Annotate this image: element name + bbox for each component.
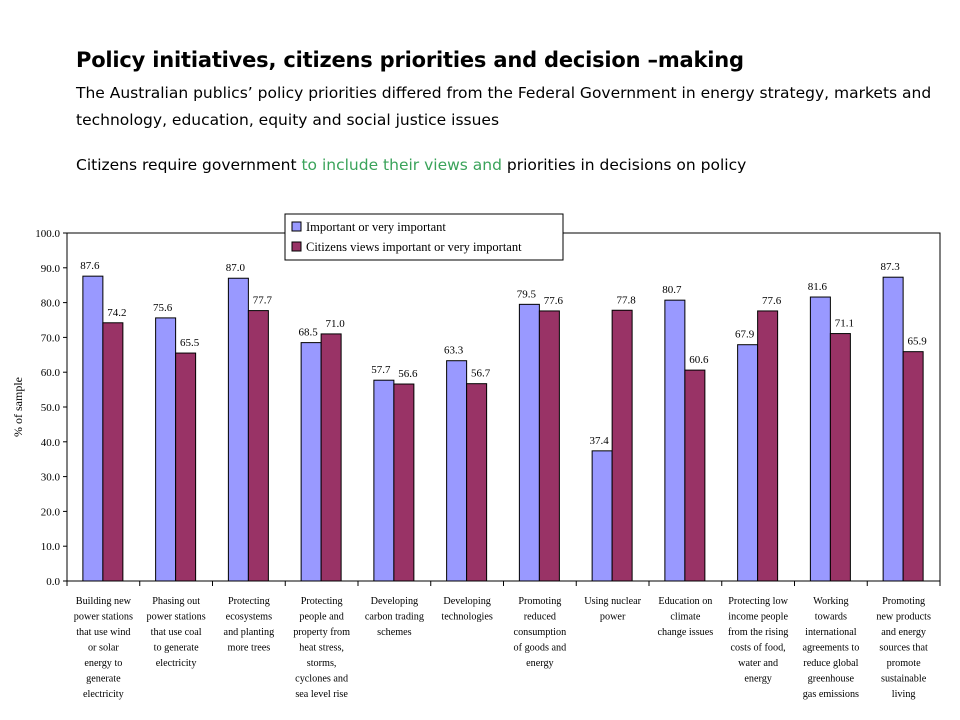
x-tick-label: Developing technologies bbox=[441, 596, 493, 623]
x-tick-label: Building new power stations that use wind o… bbox=[74, 596, 133, 700]
slide-title: Policy initiatives, citizens priorities … bbox=[76, 48, 744, 72]
data-label-citizens-views: 77.7 bbox=[253, 295, 273, 307]
x-tick-label: Protecting people and property from heat st… bbox=[293, 596, 350, 700]
bar-citizens-views bbox=[757, 310, 779, 582]
data-label-citizens-views: 71.1 bbox=[835, 318, 854, 330]
data-label-citizens-views: 74.2 bbox=[107, 307, 126, 319]
bar-citizens-views bbox=[684, 369, 706, 582]
bar-citizens-views bbox=[538, 310, 560, 582]
x-tick-label: Phasing out power stations that use coal to… bbox=[147, 596, 206, 669]
data-label-citizens-views: 77.6 bbox=[762, 295, 782, 307]
data-label-important: 79.5 bbox=[517, 288, 537, 300]
data-label-citizens-views: 65.5 bbox=[180, 337, 200, 349]
data-label-citizens-views: 60.6 bbox=[689, 354, 709, 366]
chart-data-labels: 87.6 74.2 75.6 65.5 87.0 77.7 68.5 71.0 57.7 56.6… bbox=[80, 260, 927, 447]
bar-important bbox=[227, 277, 249, 582]
data-label-important: 57.7 bbox=[371, 364, 391, 376]
x-tick-label: Education on climate change issues bbox=[658, 596, 714, 638]
bar-important bbox=[809, 296, 831, 582]
y-tick-label: 100.0 bbox=[35, 228, 60, 240]
data-label-citizens-views: 77.8 bbox=[617, 294, 637, 306]
legend-swatch-citizens-views bbox=[291, 241, 302, 252]
x-tick-label: Using nuclear power bbox=[584, 596, 641, 623]
data-label-citizens-views: 56.7 bbox=[471, 368, 491, 380]
bar-citizens-views bbox=[102, 322, 124, 582]
data-label-important: 63.3 bbox=[444, 345, 464, 357]
bar-important bbox=[664, 299, 686, 582]
bar-citizens-views bbox=[247, 310, 269, 582]
data-label-citizens-views: 56.6 bbox=[398, 368, 418, 380]
data-label-important: 67.9 bbox=[735, 329, 755, 341]
legend-label-important: Important or very important bbox=[306, 220, 446, 234]
y-tick-label: 20.0 bbox=[41, 506, 61, 518]
bar-citizens-views bbox=[320, 333, 342, 582]
y-tick-label: 30.0 bbox=[41, 472, 61, 484]
bar-citizens-views bbox=[829, 333, 851, 582]
data-label-important: 81.6 bbox=[808, 281, 828, 293]
data-label-citizens-views: 65.9 bbox=[908, 336, 928, 348]
y-tick-label: 40.0 bbox=[41, 437, 61, 449]
bar-important bbox=[591, 450, 613, 582]
data-label-important: 87.6 bbox=[80, 260, 100, 272]
bar-citizens-views bbox=[466, 383, 488, 582]
slide-heading: Policy initiatives, citizens priorities … bbox=[76, 48, 946, 179]
y-tick-label: 80.0 bbox=[41, 298, 61, 310]
x-tick-label: Working towards international agreements to… bbox=[802, 596, 859, 700]
data-label-important: 75.6 bbox=[153, 302, 173, 314]
chart-legend: Important or very important Citizens view… bbox=[284, 213, 564, 261]
legend-label-citizens-views: Citizens views important or very importa… bbox=[306, 240, 522, 254]
bar-important bbox=[882, 276, 904, 582]
slide-note: Citizens require government to include t… bbox=[76, 152, 946, 179]
legend-swatch-important bbox=[291, 221, 302, 232]
y-tick-label: 50.0 bbox=[41, 402, 61, 414]
data-label-important: 37.4 bbox=[590, 435, 610, 447]
bar-important bbox=[82, 275, 104, 582]
x-tick-label: Developing carbon trading schemes bbox=[365, 596, 424, 638]
data-label-important: 87.3 bbox=[881, 261, 901, 273]
y-tick-label: 70.0 bbox=[41, 332, 61, 344]
bar-important bbox=[300, 342, 322, 582]
chart-bars bbox=[82, 275, 924, 582]
bar-citizens-views bbox=[393, 383, 415, 582]
data-label-citizens-views: 71.0 bbox=[326, 318, 346, 330]
legend-box bbox=[284, 213, 564, 261]
note-text-highlight: to include their views and bbox=[301, 156, 502, 174]
bar-important bbox=[446, 360, 468, 582]
x-tick-label: Promoting new products and energy sources t… bbox=[876, 596, 931, 700]
slide-subtitle: The Australian publics’ policy prioritie… bbox=[76, 84, 932, 129]
bar-citizens-views bbox=[175, 352, 197, 582]
bar-important bbox=[518, 303, 540, 582]
y-tick-label: 90.0 bbox=[41, 263, 61, 275]
y-tick-label: 0.0 bbox=[46, 576, 60, 588]
note-text-end: priorities in decisions on policy bbox=[501, 156, 747, 174]
bar-citizens-views bbox=[611, 309, 633, 582]
y-tick-label: 60.0 bbox=[41, 367, 61, 379]
y-axis-label: % of sample bbox=[11, 377, 25, 437]
note-text-start: Citizens require government bbox=[76, 156, 302, 174]
data-label-citizens-views: 77.6 bbox=[544, 295, 564, 307]
y-tick-label: 10.0 bbox=[41, 541, 61, 553]
data-label-important: 87.0 bbox=[226, 262, 246, 274]
chart-axes: 0.0 10.0 20.0 30.0 40.0 50.0 60.0 70.0 80.0 90.0 1… bbox=[11, 228, 941, 588]
bar-important bbox=[373, 379, 395, 582]
chart-category-labels: Building new power stations that use wind o… bbox=[74, 596, 931, 700]
bar-citizens-views bbox=[902, 351, 924, 582]
bar-important bbox=[737, 344, 759, 582]
x-tick-label: Protecting low income people from the risi… bbox=[728, 596, 789, 685]
x-tick-label: Promoting reduced consumption of goods and e… bbox=[514, 596, 567, 669]
data-label-important: 68.5 bbox=[299, 327, 319, 339]
x-tick-label: Protecting ecosystems and planting more tre… bbox=[224, 596, 275, 654]
bar-important bbox=[155, 317, 177, 582]
data-label-important: 80.7 bbox=[662, 284, 682, 296]
